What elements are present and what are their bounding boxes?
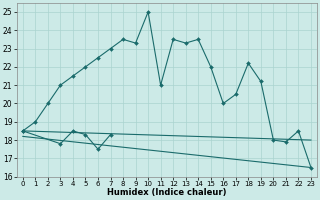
X-axis label: Humidex (Indice chaleur): Humidex (Indice chaleur) bbox=[107, 188, 227, 197]
